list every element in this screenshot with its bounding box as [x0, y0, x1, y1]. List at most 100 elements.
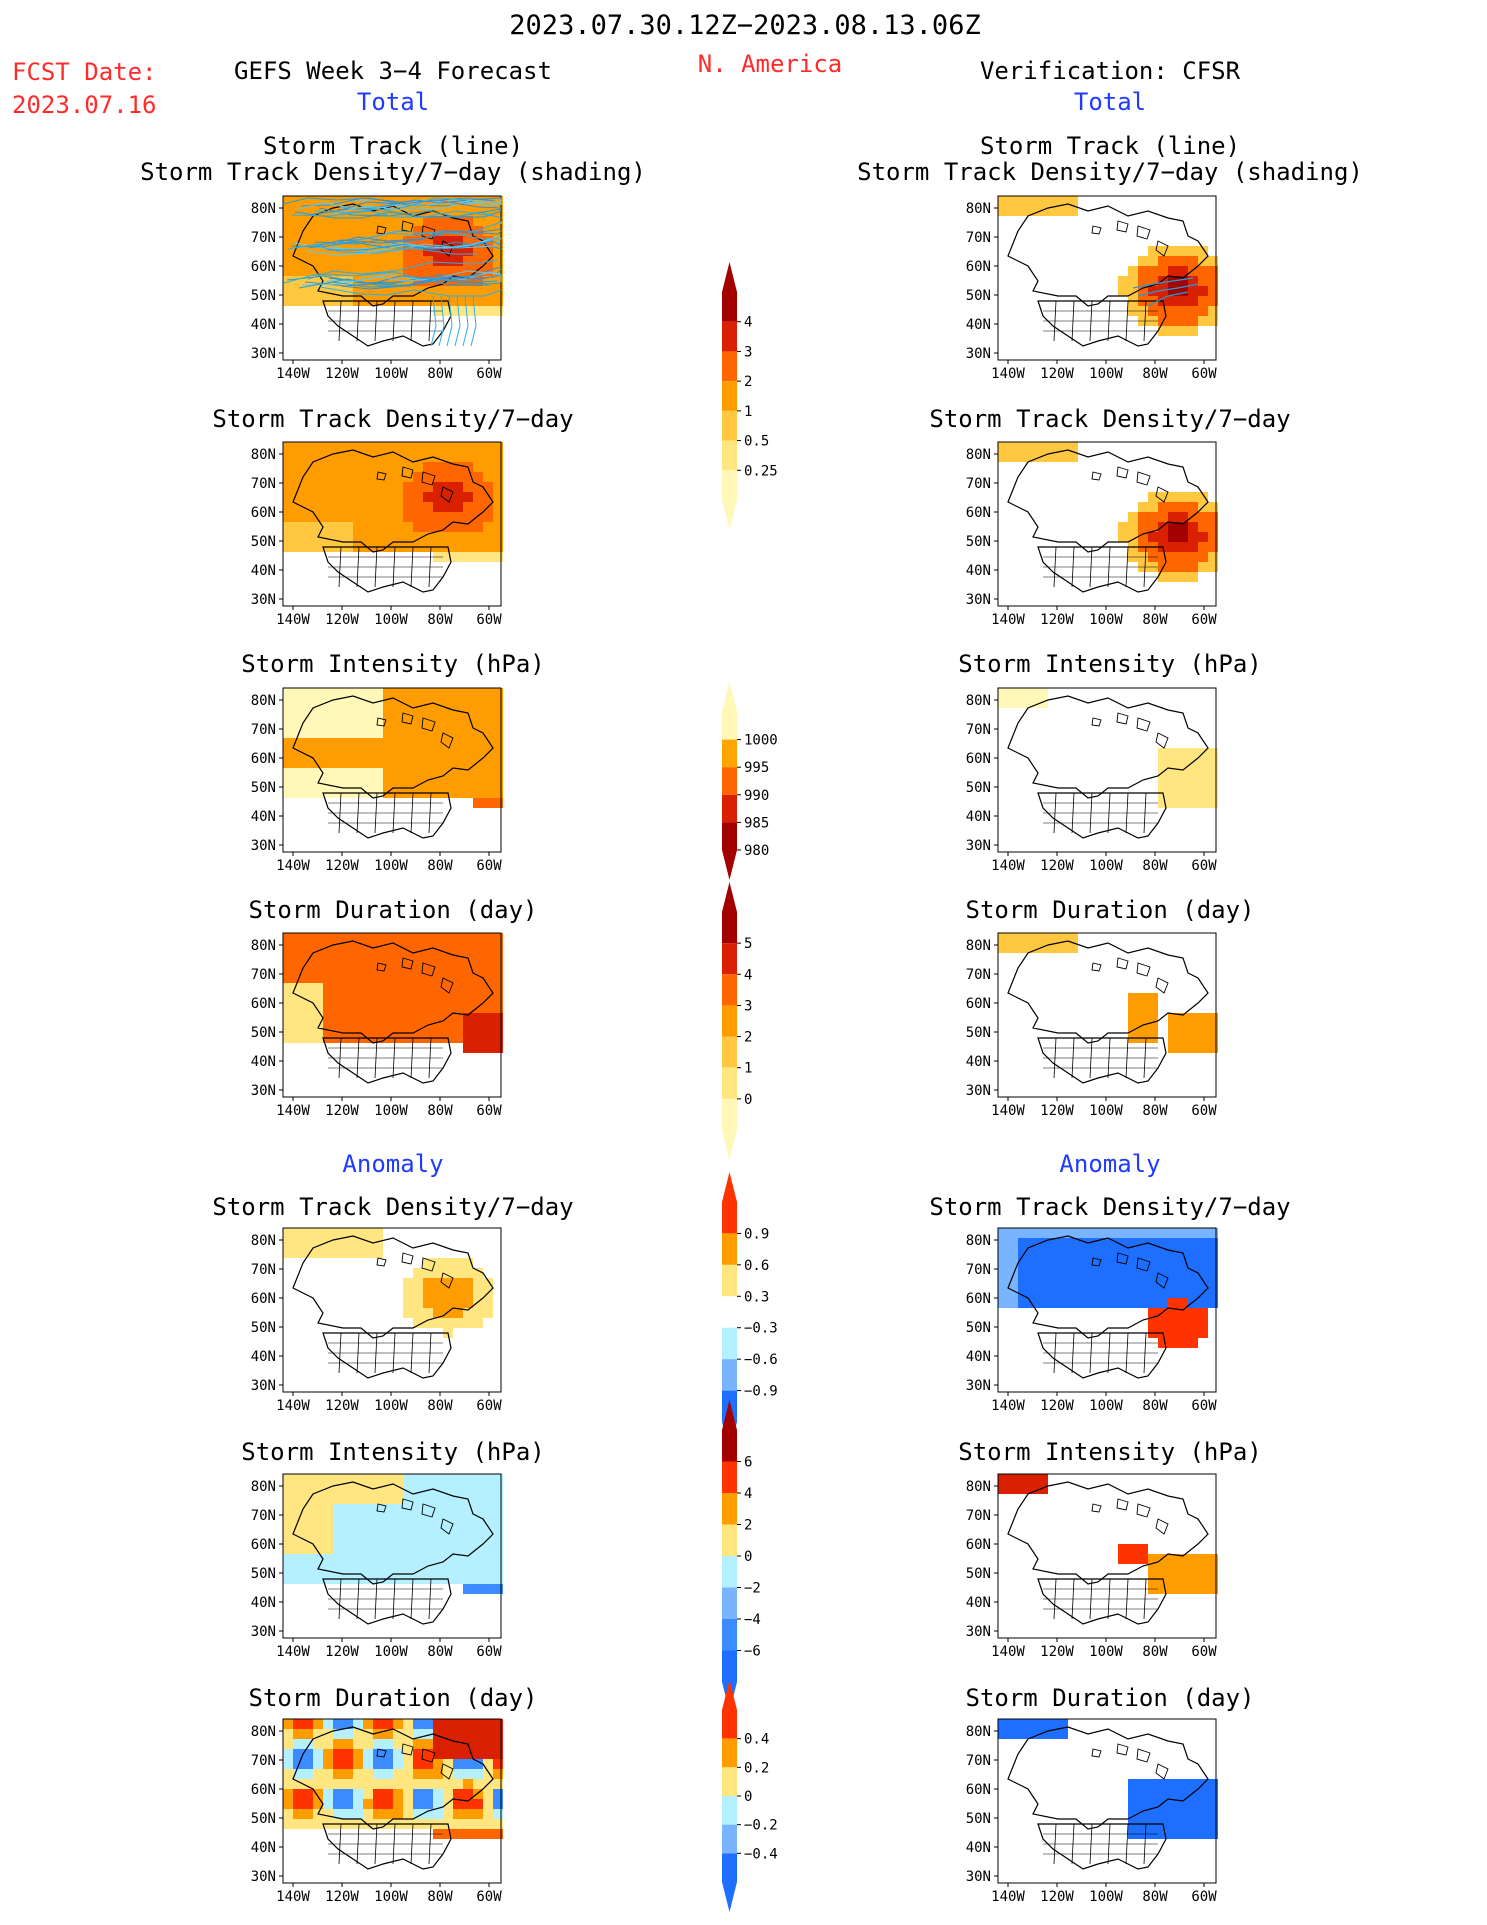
shading-cell — [413, 738, 423, 748]
shading-cell — [463, 492, 473, 502]
shading-cell — [463, 943, 473, 953]
shading-cell — [293, 748, 303, 758]
shading-cell — [1108, 1248, 1118, 1258]
shading-cell — [1178, 1584, 1188, 1594]
lon-label: 120W — [325, 366, 359, 382]
shading-cell — [423, 1544, 433, 1554]
shading-cell — [1198, 1268, 1208, 1278]
shading-cell — [493, 1564, 503, 1574]
shading-cell — [413, 1288, 423, 1298]
shading-cell — [383, 1524, 393, 1534]
storm-track-lines — [282, 197, 502, 347]
shading-cell — [463, 552, 473, 562]
shading-cell — [313, 708, 323, 718]
shading-cell — [1128, 522, 1138, 532]
shading-cell — [1178, 788, 1188, 798]
lat-label: 50N — [251, 1566, 276, 1582]
shading-cell — [1168, 1338, 1178, 1348]
shading-cell — [1148, 1554, 1158, 1564]
lat-label: 30N — [966, 838, 991, 854]
shading-cell — [333, 1544, 343, 1554]
title-duration-anomaly-left: Storm Duration (day) — [248, 1684, 538, 1712]
shading-cell — [1168, 572, 1178, 582]
shading-cell — [1208, 296, 1218, 306]
map-frame — [282, 441, 502, 607]
shading-cell — [493, 226, 503, 236]
shading-cell — [453, 512, 463, 522]
shading-cell — [483, 1544, 493, 1554]
shading-cell — [493, 1033, 503, 1043]
shading-cell — [1188, 532, 1198, 542]
shading-cell — [283, 788, 293, 798]
shading-cell — [413, 276, 423, 286]
shading-cell — [313, 1544, 323, 1554]
shading-cell — [1198, 512, 1208, 522]
shading-cell — [353, 532, 363, 542]
shading-cell — [343, 1238, 353, 1248]
shading-cell — [493, 266, 503, 276]
shading-cell — [1018, 196, 1028, 206]
shading-cell — [463, 1308, 473, 1318]
shading-cell — [473, 943, 483, 953]
shading-cell — [403, 442, 413, 452]
shading-cell — [493, 708, 503, 718]
shading-cell — [1068, 1278, 1078, 1288]
shading-cell — [353, 1544, 363, 1554]
shading-cell — [443, 1308, 453, 1318]
shading-cell — [1138, 502, 1148, 512]
shading-cell — [423, 953, 433, 963]
shading-cell — [293, 472, 303, 482]
storm-track-line — [430, 295, 437, 347]
shading-cell — [493, 462, 503, 472]
colorbar-label: 6 — [744, 1455, 752, 1471]
colorbar-segment — [722, 1264, 737, 1297]
lon-label: 100W — [374, 858, 408, 874]
shading-cell — [483, 1584, 493, 1594]
shading-cell — [453, 993, 463, 1003]
storm-track-line — [322, 278, 502, 286]
shading-cell — [443, 1268, 453, 1278]
shading-cell — [293, 1228, 303, 1238]
shading-cell — [1138, 1298, 1148, 1308]
shading-cell — [383, 1749, 393, 1759]
lon-label: 120W — [1040, 366, 1074, 382]
shading-cell — [483, 306, 493, 316]
shading-cell — [453, 933, 463, 943]
lat-label: 50N — [966, 1320, 991, 1336]
shading-cell — [343, 768, 353, 778]
shading-cell — [453, 522, 463, 532]
shading-cell — [1168, 1318, 1178, 1328]
title-duration-anomaly-right: Storm Duration (day) — [965, 1684, 1255, 1712]
shading-cell — [433, 1739, 443, 1749]
shading-cell — [323, 1534, 333, 1544]
coastline — [1007, 449, 1209, 553]
shading-cell — [453, 1534, 463, 1544]
lon-label: 120W — [1040, 612, 1074, 628]
shading-cell — [1198, 1584, 1208, 1594]
shading-cell — [1158, 532, 1168, 542]
shading-cell — [433, 1719, 443, 1729]
shading-cell — [313, 1759, 323, 1769]
shading-cell — [323, 256, 333, 266]
shading-cell — [1198, 1799, 1208, 1809]
lat-label: 30N — [966, 1378, 991, 1394]
shading-cell — [1018, 1258, 1028, 1268]
shading-cell — [303, 226, 313, 236]
shading-cell — [293, 1564, 303, 1574]
colorbar-segment — [722, 1619, 737, 1651]
shading-cell — [423, 1769, 433, 1779]
shading-cell — [293, 698, 303, 708]
lon-label: 140W — [991, 1103, 1025, 1119]
shading-cell — [413, 512, 423, 522]
shading-cell — [473, 738, 483, 748]
shading-cell — [403, 1564, 413, 1574]
shading-cell — [1138, 1789, 1148, 1799]
shading-cell — [343, 1023, 353, 1033]
shading-cell — [1178, 1013, 1188, 1023]
shading-cell — [1178, 1288, 1188, 1298]
shading-cell — [393, 196, 403, 206]
shading-cell — [423, 1779, 433, 1789]
shading-cell — [493, 1474, 503, 1484]
colorbar-segment — [722, 1587, 737, 1619]
